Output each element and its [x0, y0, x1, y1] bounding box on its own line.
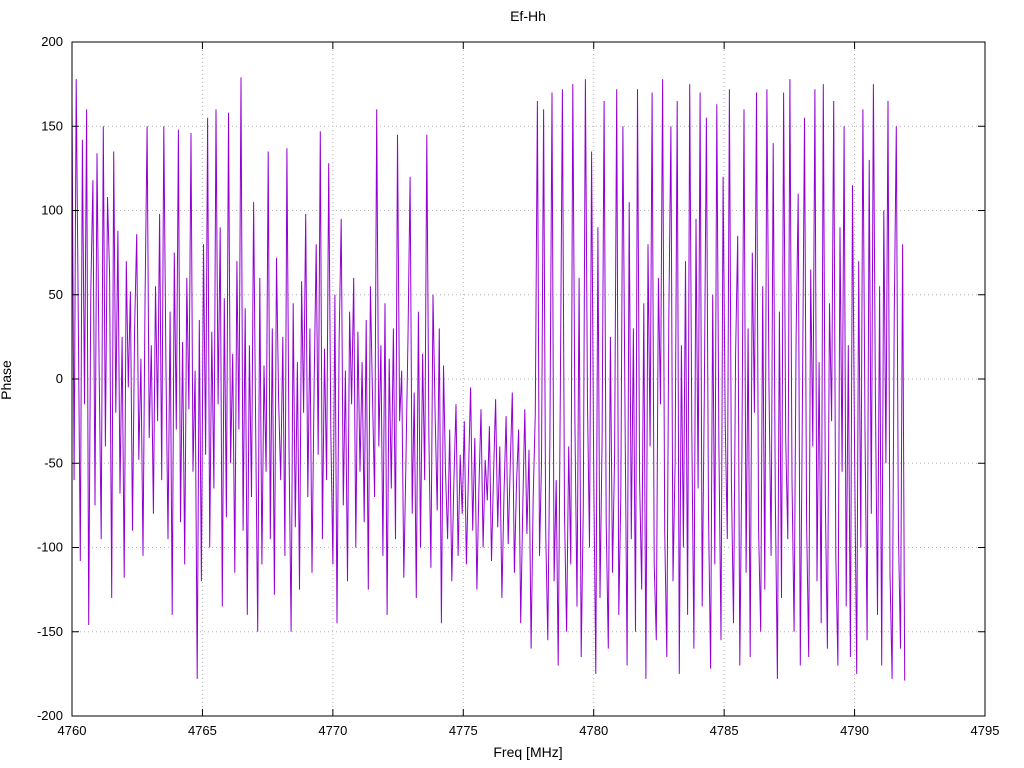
x-tick-label: 4775 [449, 723, 478, 738]
x-tick-label: 4760 [58, 723, 87, 738]
phase-series-line [71, 77, 906, 681]
y-tick-label: 150 [41, 118, 63, 133]
y-tick-label: -200 [37, 708, 63, 723]
x-tick-label: 4795 [971, 723, 1000, 738]
y-tick-label: -50 [44, 455, 63, 470]
x-tick-label: 4785 [710, 723, 739, 738]
y-tick-label: 0 [56, 371, 63, 386]
y-tick-label: 200 [41, 34, 63, 49]
y-tick-label: -100 [37, 540, 63, 555]
y-tick-label: 100 [41, 203, 63, 218]
y-tick-label: 50 [49, 287, 63, 302]
y-tick-label: -150 [37, 624, 63, 639]
x-tick-label: 4770 [318, 723, 347, 738]
y-axis-label: Phase [0, 360, 14, 400]
x-tick-label: 4790 [840, 723, 869, 738]
x-tick-label: 4780 [579, 723, 608, 738]
x-axis-label: Freq [MHz] [493, 744, 563, 760]
chart-title: Ef-Hh [510, 8, 546, 24]
x-tick-label: 4765 [188, 723, 217, 738]
